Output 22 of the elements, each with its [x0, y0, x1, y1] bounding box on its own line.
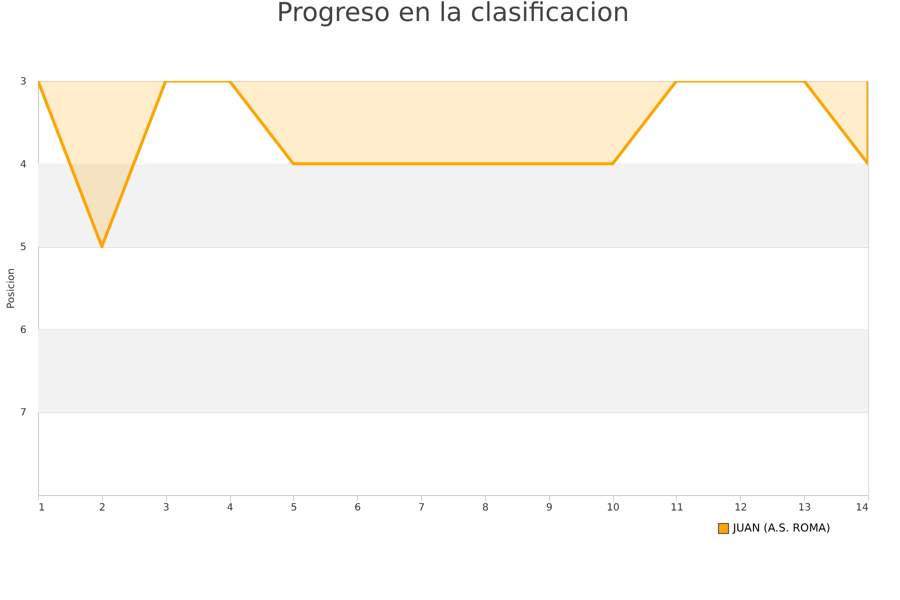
x-tick-label: 12: [734, 502, 748, 514]
y-axis-title: Posicion: [6, 268, 18, 309]
y-tick-label: 7: [20, 408, 26, 419]
x-tick-label: 13: [798, 502, 812, 514]
y-tick-label: 4: [20, 159, 26, 170]
x-tick-label: 8: [482, 502, 489, 514]
legend-label: JUAN (A.S. ROMA): [732, 522, 830, 534]
x-tick-label: 14: [856, 502, 868, 514]
x-tick-label: 11: [670, 502, 684, 514]
chart-title: Progreso en la clasificacion: [276, 0, 630, 28]
x-tick-label: 4: [226, 502, 234, 514]
x-tick-label: 3: [163, 502, 170, 514]
x-tick-label: 9: [546, 502, 552, 514]
y-tick-label: 5: [20, 242, 26, 254]
y-tick-label: 3: [20, 76, 26, 88]
x-tick-label: 7: [418, 502, 425, 514]
x-tick-label: 6: [354, 502, 361, 514]
x-tick-label: 5: [290, 502, 298, 514]
y-tick-label: 6: [20, 324, 26, 336]
x-tick-label: 1: [38, 502, 45, 514]
x-tick-label: 10: [606, 502, 620, 514]
x-tick-label: 2: [99, 502, 106, 514]
